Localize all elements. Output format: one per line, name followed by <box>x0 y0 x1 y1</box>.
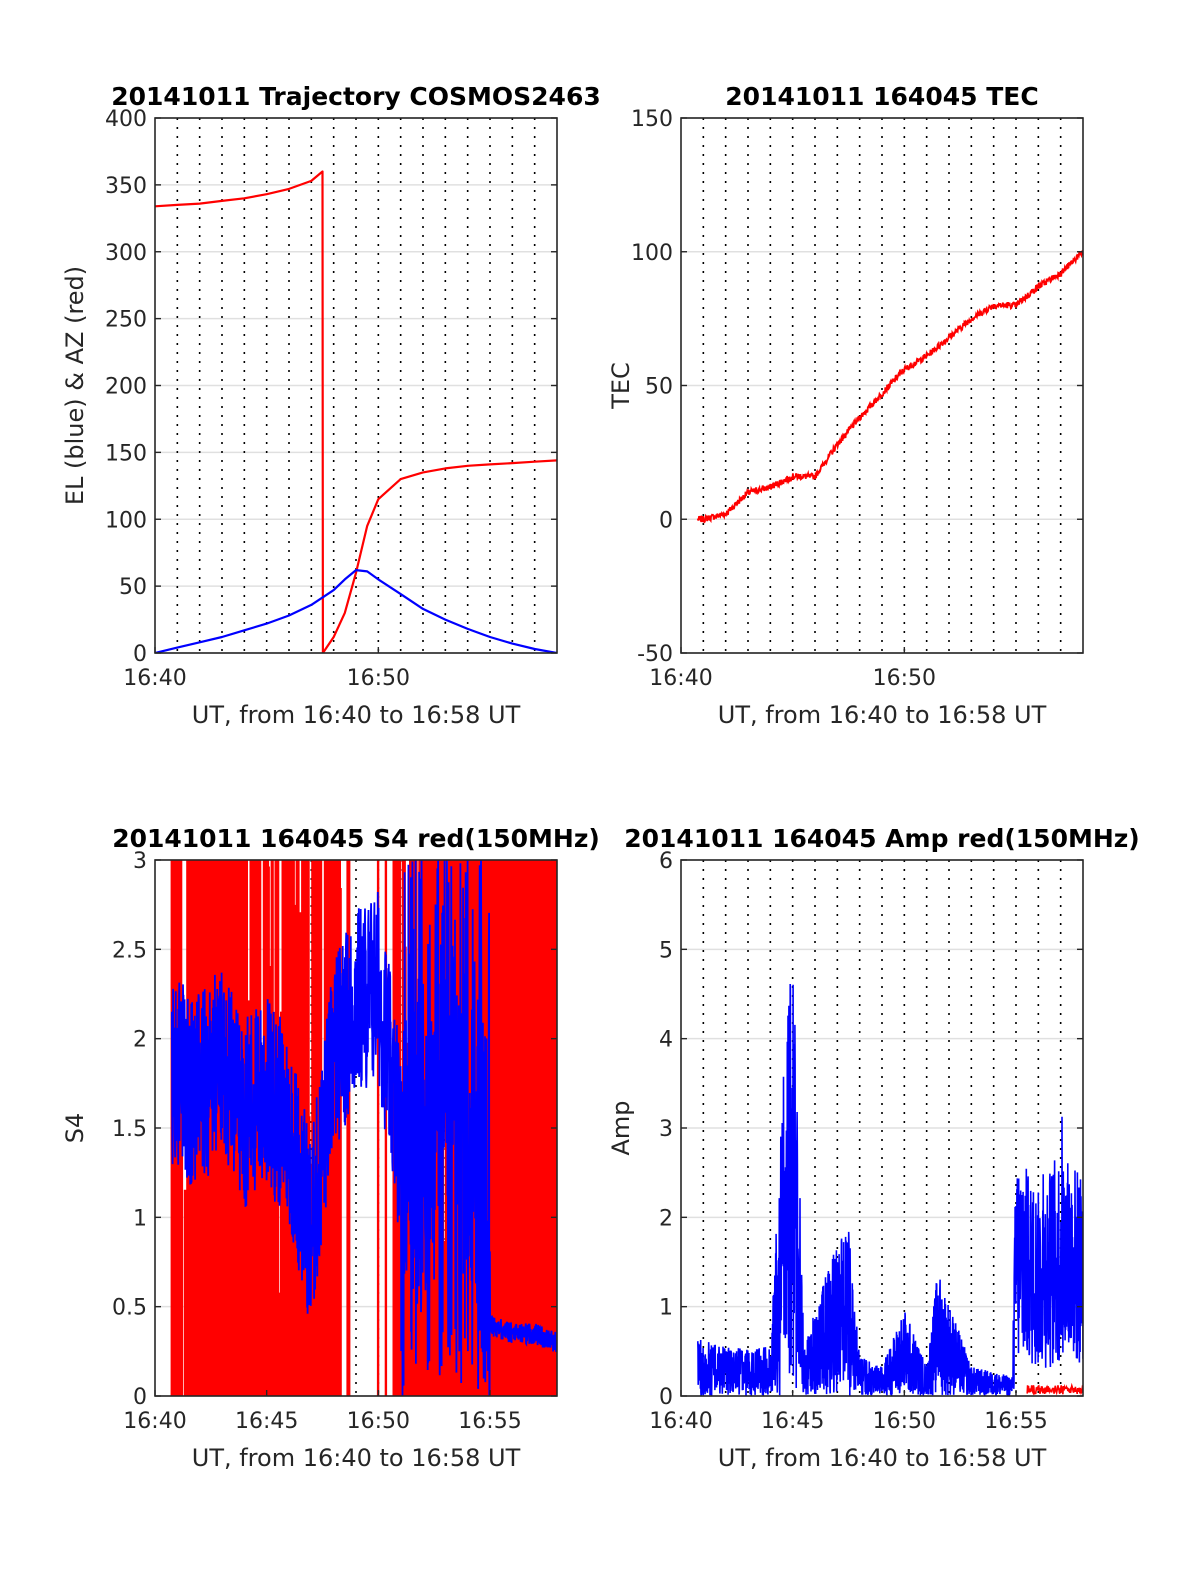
trajectory-ytick-label: 100 <box>105 508 147 533</box>
amp-xtick-label: 16:55 <box>984 1409 1047 1434</box>
amp-ytick-label: 4 <box>659 1028 673 1053</box>
tec-ytick-label: 100 <box>631 241 673 266</box>
trajectory-title: 20141011 Trajectory COSMOS2463 <box>111 82 601 111</box>
amp-panel: 0 1 2 3 4 5 6 16:40 16:45 16:50 16:55 20141011 1640… <box>607 824 1140 1472</box>
tec-ytick-label: -50 <box>637 642 673 667</box>
trajectory-series-az-line <box>155 170 557 653</box>
s4-panel: 0 0.5 1 1.5 2 2.5 3 16:40 16:45 16:50 16:55 2014101… <box>61 824 600 1472</box>
trajectory-ytick-label: 150 <box>105 441 147 466</box>
trajectory-panel: 0 50 100 150 200 250 300 350 400 16:40 16:50 201410… <box>61 82 601 729</box>
s4-xtick-label: 16:55 <box>458 1409 521 1434</box>
s4-ytick-label: 3 <box>133 849 147 874</box>
s4-xtick-label: 16:40 <box>123 1409 186 1434</box>
trajectory-data <box>155 170 557 653</box>
amp-ytick-label: 3 <box>659 1117 673 1142</box>
s4-data <box>170 860 557 1396</box>
tec-series-line <box>696 250 1083 524</box>
amp-ytick-label: 6 <box>659 849 673 874</box>
trajectory-ytick-label: 250 <box>105 308 147 333</box>
amp-blue-series-line <box>697 983 1083 1396</box>
s4-ytick-label: 0.5 <box>112 1296 147 1321</box>
tec-title: 20141011 164045 TEC <box>725 82 1038 111</box>
amp-title: 20141011 164045 Amp red(150MHz) <box>624 824 1140 853</box>
s4-ylabel: S4 <box>61 1113 89 1144</box>
amp-xtick-label: 16:50 <box>873 1409 936 1434</box>
trajectory-xtick-label: 16:50 <box>347 666 410 691</box>
amp-ytick-label: 2 <box>659 1206 673 1231</box>
s4-xtick-label: 16:50 <box>347 1409 410 1434</box>
trajectory-ylabel: EL (blue) & AZ (red) <box>61 266 89 505</box>
s4-ytick-label: 2.5 <box>112 938 147 963</box>
s4-blue-series-line <box>170 860 557 1396</box>
trajectory-ytick-label: 400 <box>105 107 147 132</box>
trajectory-xtick-label: 16:40 <box>123 666 186 691</box>
amp-xlabel: UT, from 16:40 to 16:58 UT <box>718 1444 1047 1472</box>
trajectory-ytick-label: 200 <box>105 375 147 400</box>
s4-ytick-label: 2 <box>133 1028 147 1053</box>
amp-red-series-line <box>1026 1382 1083 1396</box>
tec-xtick-label: 16:40 <box>649 666 712 691</box>
trajectory-ytick-label: 350 <box>105 174 147 199</box>
s4-xlabel: UT, from 16:40 to 16:58 UT <box>192 1444 521 1472</box>
s4-ytick-label: 1.5 <box>112 1117 147 1142</box>
s4-xtick-label: 16:45 <box>235 1409 298 1434</box>
amp-ytick-label: 0 <box>659 1385 673 1410</box>
trajectory-xlabel: UT, from 16:40 to 16:58 UT <box>192 701 521 729</box>
trajectory-ytick-label: 0 <box>133 642 147 667</box>
s4-title: 20141011 164045 S4 red(150MHz) <box>112 824 600 853</box>
trajectory-ytick-label: 300 <box>105 241 147 266</box>
trajectory-ytick-label: 50 <box>119 575 147 600</box>
trajectory-series-el-line <box>155 568 557 653</box>
tec-ytick-label: 0 <box>659 508 673 533</box>
tec-ylabel: TEC <box>607 362 635 410</box>
tec-ytick-label: 50 <box>645 375 673 400</box>
tec-xlabel: UT, from 16:40 to 16:58 UT <box>718 701 1047 729</box>
amp-xtick-label: 16:45 <box>761 1409 824 1434</box>
amp-ytick-label: 1 <box>659 1296 673 1321</box>
amp-xtick-label: 16:40 <box>649 1409 712 1434</box>
amp-data <box>697 983 1083 1396</box>
tec-ytick-label: 150 <box>631 107 673 132</box>
amp-ylabel: Amp <box>607 1100 635 1155</box>
s4-ytick-label: 1 <box>133 1206 147 1231</box>
tec-xtick-label: 16:50 <box>873 666 936 691</box>
s4-ytick-label: 0 <box>133 1385 147 1410</box>
tec-data <box>696 250 1083 524</box>
amp-ytick-label: 5 <box>659 938 673 963</box>
tec-panel: -50 0 50 100 150 16:40 16:50 20141011 164045 TE… <box>607 82 1084 729</box>
